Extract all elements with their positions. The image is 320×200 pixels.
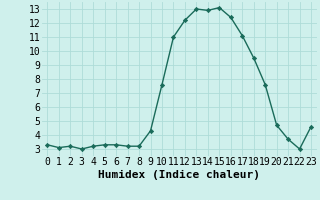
X-axis label: Humidex (Indice chaleur): Humidex (Indice chaleur) (98, 170, 260, 180)
